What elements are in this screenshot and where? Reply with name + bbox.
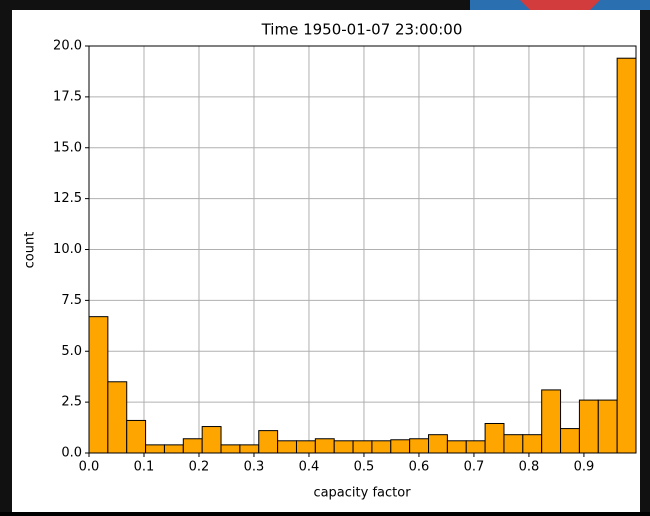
bar: [315, 439, 334, 453]
y-tick-label: 12.5: [53, 191, 82, 206]
bar: [542, 390, 561, 453]
bar: [183, 439, 202, 453]
y-tick-label: 15.0: [53, 140, 82, 155]
y-tick-label: 20.0: [53, 39, 82, 54]
bar: [334, 441, 353, 453]
x-axis-label: capacity factor: [313, 486, 411, 501]
y-tick-label: 17.5: [53, 89, 82, 104]
bar: [523, 435, 542, 453]
bar: [221, 445, 240, 453]
bar: [579, 400, 598, 453]
bar: [598, 400, 617, 453]
x-tick-label: 0.5: [354, 460, 375, 475]
x-tick-label: 0.2: [189, 460, 210, 475]
bar: [240, 445, 259, 453]
bar: [127, 420, 146, 453]
y-tick-label: 2.5: [61, 395, 82, 410]
bar: [278, 441, 297, 453]
bar: [617, 58, 636, 453]
bar: [410, 439, 429, 453]
y-tick-label: 0.0: [61, 446, 82, 461]
chart: Time 1950-01-07 23:00:00 capacity factor…: [0, 0, 650, 512]
bar: [202, 427, 221, 453]
x-tick-label: 0.6: [409, 460, 430, 475]
bar: [504, 435, 523, 453]
chart-title: Time 1950-01-07 23:00:00: [261, 21, 463, 39]
bar: [561, 429, 580, 453]
y-tick-label: 10.0: [53, 242, 82, 257]
bar: [259, 431, 278, 453]
bar: [296, 441, 315, 453]
x-tick-label: 0.8: [519, 460, 540, 475]
bar: [372, 441, 391, 453]
y-tick-label: 5.0: [61, 344, 82, 359]
x-tick-label: 0.0: [79, 460, 100, 475]
bar: [447, 441, 466, 453]
bar: [164, 445, 183, 453]
bar: [146, 445, 165, 453]
bar: [89, 317, 108, 453]
y-tick-label: 7.5: [61, 293, 82, 308]
bar: [391, 440, 410, 453]
bar: [429, 435, 448, 453]
map-fragment: [520, 0, 600, 10]
bar: [353, 441, 372, 453]
bar: [485, 423, 504, 453]
y-axis-label: count: [23, 232, 38, 269]
x-tick-label: 0.7: [464, 460, 485, 475]
x-tick-label: 0.4: [299, 460, 320, 475]
x-tick-label: 0.1: [134, 460, 155, 475]
bar: [108, 382, 127, 453]
x-tick-label: 0.9: [574, 460, 595, 475]
bar: [466, 441, 485, 453]
x-tick-label: 0.3: [244, 460, 265, 475]
